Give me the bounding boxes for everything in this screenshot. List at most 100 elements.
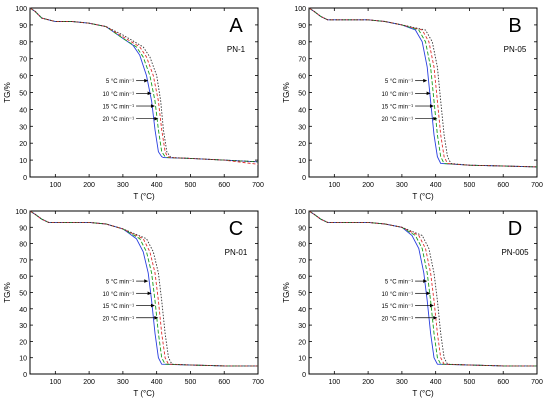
x-tick-label: 500 <box>185 379 197 386</box>
rate-annotation: 5 °C min⁻¹ <box>385 280 413 286</box>
rate-annotation: 10 °C min⁻¹ <box>382 292 414 298</box>
y-tick-label: 30 <box>19 323 27 330</box>
x-tick-label: 600 <box>497 182 509 189</box>
x-tick-label: 700 <box>252 182 264 189</box>
series-line-1 <box>29 7 259 163</box>
chart-panel-d: 0 10 20 30 40 50 60 70 80 90 100 100 200 300 400 500 600… <box>282 209 543 398</box>
annotation-arrowhead <box>429 104 434 108</box>
rate-annotation: 5 °C min⁻¹ <box>106 280 134 286</box>
rate-annotation: 15 °C min⁻¹ <box>103 304 135 310</box>
y-tick-label: 90 <box>298 23 306 30</box>
x-tick-label: 300 <box>396 379 408 386</box>
annotation-arrowhead <box>147 291 152 296</box>
x-tick-label: 100 <box>49 182 61 189</box>
series-line-2 <box>308 7 538 168</box>
series-line-1 <box>308 7 538 168</box>
annotation-arrowhead <box>429 303 434 308</box>
series-line-4 <box>29 210 258 367</box>
series-line-3 <box>29 7 259 165</box>
rate-annotation: 10 °C min⁻¹ <box>103 92 135 98</box>
plot-frame <box>308 210 538 375</box>
annotation-arrowhead <box>433 315 438 320</box>
series-line-4 <box>29 7 259 163</box>
x-axis-label: T (°C) <box>412 389 434 398</box>
y-tick-label: 40 <box>298 307 306 314</box>
plot-frame <box>308 7 538 178</box>
annotation-arrowhead <box>147 91 152 96</box>
y-tick-label: 60 <box>298 74 306 81</box>
y-tick-label: 60 <box>298 274 306 281</box>
x-tick-label: 400 <box>151 182 163 189</box>
rate-annotation: 10 °C min⁻¹ <box>103 292 135 298</box>
annotation-arrowhead <box>144 78 149 83</box>
chart-panel-a: 0 10 20 30 40 50 60 70 80 90 100 100 200 300 400 500 600… <box>3 6 264 201</box>
rate-annotation: 5 °C min⁻¹ <box>385 79 413 85</box>
x-tick-label: 500 <box>464 182 476 189</box>
x-axis-label: T (°C) <box>412 192 434 201</box>
y-tick-label: 100 <box>294 209 306 216</box>
y-tick-label: 0 <box>302 372 306 379</box>
y-tick-label: 80 <box>298 242 306 249</box>
series-line-3 <box>29 210 258 367</box>
x-tick-label: 700 <box>531 379 543 386</box>
annotation-arrowhead <box>144 279 149 283</box>
y-tick-label: 40 <box>298 107 306 114</box>
x-tick-label: 600 <box>218 182 230 189</box>
annotation-arrowhead <box>426 91 431 96</box>
x-tick-label: 200 <box>83 379 95 386</box>
y-tick-label: 20 <box>298 141 306 148</box>
x-tick-label: 600 <box>218 379 230 386</box>
y-tick-label: 30 <box>19 124 27 131</box>
y-tick-label: 10 <box>298 356 306 363</box>
y-axis-label: TG/% <box>282 82 291 102</box>
y-axis-label: TG/% <box>3 282 12 302</box>
series-line-4 <box>308 7 538 168</box>
x-tick-label: 300 <box>396 182 408 189</box>
x-tick-label: 700 <box>252 379 264 386</box>
y-tick-label: 0 <box>302 175 306 182</box>
y-axis-label: TG/% <box>282 282 291 302</box>
x-tick-label: 500 <box>185 182 197 189</box>
rate-annotation: 10 °C min⁻¹ <box>382 92 414 98</box>
x-tick-label: 100 <box>328 182 340 189</box>
series-line-2 <box>308 210 537 367</box>
annotation-arrowhead <box>154 116 159 121</box>
panel-letter: D <box>508 218 522 240</box>
y-tick-label: 80 <box>19 242 27 249</box>
sample-label: PN-1 <box>227 45 246 54</box>
series-line-2 <box>29 7 259 163</box>
y-tick-label: 70 <box>19 57 27 64</box>
rate-annotation: 15 °C min⁻¹ <box>103 105 135 111</box>
y-tick-label: 100 <box>294 6 306 13</box>
series-line-1 <box>308 210 537 367</box>
x-tick-label: 400 <box>151 379 163 386</box>
y-tick-label: 40 <box>19 107 27 114</box>
x-tick-label: 600 <box>497 379 509 386</box>
x-tick-label: 500 <box>464 379 476 386</box>
y-tick-label: 70 <box>298 57 306 64</box>
y-tick-label: 20 <box>19 339 27 346</box>
y-tick-label: 50 <box>19 91 27 98</box>
rate-annotation: 20 °C min⁻¹ <box>382 117 414 123</box>
y-tick-label: 10 <box>19 158 27 165</box>
series-line-3 <box>308 7 538 168</box>
sample-label: PN-005 <box>501 248 529 257</box>
x-tick-label: 200 <box>362 379 374 386</box>
plot-frame <box>29 210 259 375</box>
y-tick-label: 70 <box>298 258 306 265</box>
x-tick-label: 200 <box>362 182 374 189</box>
x-axis-label: T (°C) <box>133 192 155 201</box>
rate-annotation: 15 °C min⁻¹ <box>382 105 414 111</box>
y-axis-label: TG/% <box>3 82 12 102</box>
rate-annotation: 15 °C min⁻¹ <box>382 304 414 310</box>
annotation-arrowhead <box>423 279 428 283</box>
y-tick-label: 0 <box>23 372 27 379</box>
sample-label: PN-05 <box>504 45 527 54</box>
x-tick-label: 300 <box>117 182 129 189</box>
y-tick-label: 30 <box>298 323 306 330</box>
y-tick-label: 70 <box>19 258 27 265</box>
x-tick-label: 700 <box>531 182 543 189</box>
y-tick-label: 50 <box>298 291 306 298</box>
y-tick-label: 60 <box>19 274 27 281</box>
